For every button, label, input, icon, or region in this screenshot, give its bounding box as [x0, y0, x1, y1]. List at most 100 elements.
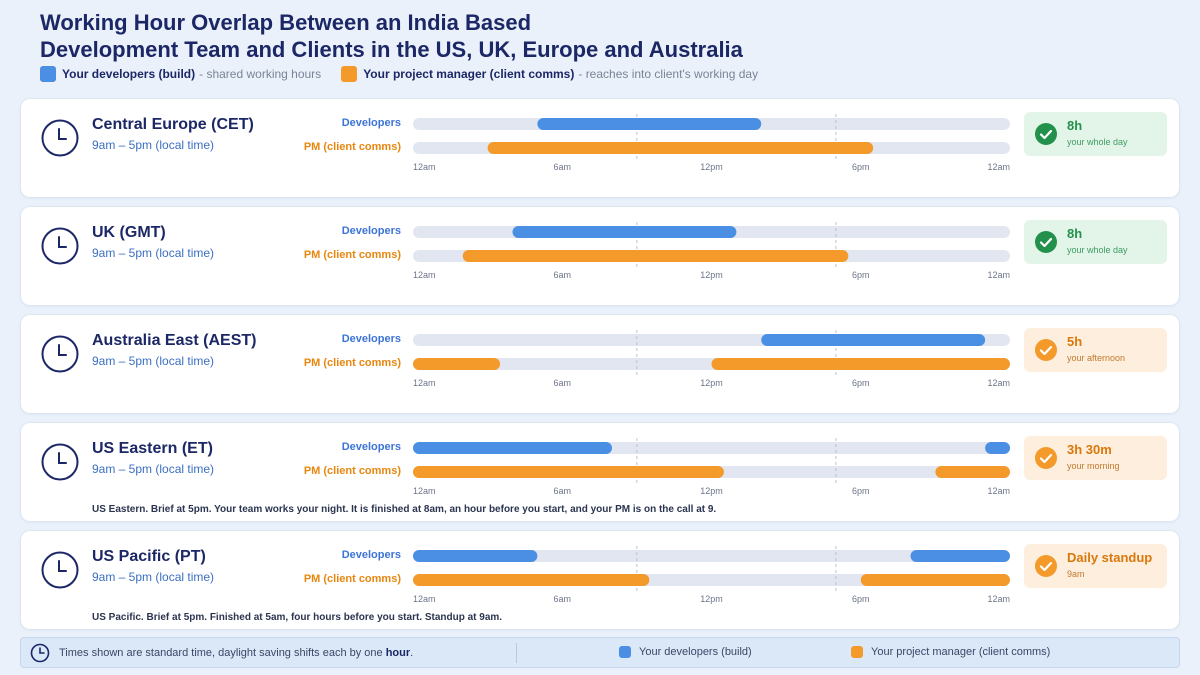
footer-divider: [516, 643, 517, 663]
tick-label: 12am: [987, 594, 1010, 604]
zone-note: US Pacific. Brief at 5pm. Finished at 5a…: [92, 612, 503, 623]
tick-label: 12pm: [700, 594, 723, 604]
legend-pm-label: Your project manager (client comms): [363, 67, 575, 81]
footer-note-bold: hour: [385, 647, 411, 659]
legend-pm-note: - reaches into client's working day: [578, 67, 759, 81]
tick-label: 12pm: [700, 162, 723, 172]
footer-note-end: .: [410, 647, 414, 659]
badge-main: 8h: [1067, 226, 1083, 241]
pm-bar: [413, 574, 650, 586]
zone-hours: 9am – 5pm (local time): [92, 462, 215, 476]
tick-label: 12am: [987, 162, 1010, 172]
badge-main: Daily standup: [1067, 550, 1153, 565]
tick-label: 6pm: [852, 270, 870, 280]
timeline-chart: 12am 6am 12pm 6pm 12am: [413, 438, 1010, 496]
chart-title-line-2: Development Team and Clients in the US, …: [40, 37, 743, 62]
footer-legend-pm-label: Your project manager (client comms): [871, 646, 1051, 658]
tick-label: 12am: [987, 378, 1010, 388]
developers-row-label: Developers: [341, 225, 401, 237]
pm-row-label: PM (client comms): [303, 573, 401, 585]
footer-legend-developers-label: Your developers (build): [639, 646, 752, 658]
tick-label: 6pm: [852, 594, 870, 604]
zone-card-central-europe-cet: 12am 6am 12pm 6pm 12am Central Europe (CET) 9a…: [20, 98, 1180, 198]
check-circle-icon: [1035, 555, 1057, 577]
footer-legend-pm-swatch: [851, 646, 863, 658]
zone-name: UK (GMT): [92, 224, 166, 241]
legend-developers-note: - shared working hours: [199, 67, 322, 81]
overlap-badge: 8h your whole day: [1024, 112, 1167, 156]
developers-bar: [413, 442, 612, 454]
tick-label: 12am: [413, 270, 436, 280]
tick-label: 6am: [553, 270, 571, 280]
developers-bar: [910, 550, 1010, 562]
zone-hours: 9am – 5pm (local time): [92, 570, 215, 584]
tick-label: 12am: [413, 378, 436, 388]
tick-label: 6pm: [852, 162, 870, 172]
developers-track: [413, 550, 1010, 562]
tick-label: 6pm: [852, 486, 870, 496]
tick-label: 6am: [553, 378, 571, 388]
timeline-chart: 12am 6am 12pm 6pm 12am: [413, 222, 1010, 280]
footer-note: Times shown are standard time, daylight …: [59, 647, 413, 659]
tick-label: 6am: [553, 162, 571, 172]
pm-row-label: PM (client comms): [303, 249, 401, 261]
zone-name: Central Europe (CET): [92, 116, 254, 133]
zone-card-australia-east-aest: 12am 6am 12pm 6pm 12am Australia East (AEST) 9…: [20, 314, 1180, 414]
timeline-chart: 12am 6am 12pm 6pm 12am: [413, 546, 1010, 604]
overlap-badge: 3h 30m your morning: [1024, 436, 1167, 480]
zone-card-us-eastern-et: 12am 6am 12pm 6pm 12am US Eastern (ET) 9am – 5…: [20, 422, 1180, 522]
tick-label: 12am: [413, 486, 436, 496]
zone-name: US Eastern (ET): [92, 440, 213, 457]
footer-legend-pm: Your project manager (client comms): [851, 646, 1050, 658]
clock-icon: [41, 443, 79, 481]
tick-label: 12am: [413, 162, 436, 172]
top-legend: Your developers (build) - shared working…: [40, 66, 778, 82]
timeline-chart: 12am 6am 12pm 6pm 12am: [413, 114, 1010, 172]
badge-main: 5h: [1067, 334, 1083, 349]
overlap-badge: 5h your afternoon: [1024, 328, 1167, 372]
check-circle-icon: [1035, 123, 1057, 145]
legend-pm: Your project manager (client comms) - re…: [341, 66, 758, 82]
pm-bar: [935, 466, 1010, 478]
zone-name: Australia East (AEST): [92, 332, 257, 349]
developers-row-label: Developers: [341, 549, 401, 561]
badge-sub: your whole day: [1067, 245, 1128, 255]
chart-title: Working Hour Overlap Between an India Ba…: [40, 9, 743, 63]
legend-developers-swatch: [40, 66, 56, 82]
tick-label: 12pm: [700, 270, 723, 280]
tick-label: 12am: [413, 594, 436, 604]
pm-bar: [860, 574, 1010, 586]
zone-hours: 9am – 5pm (local time): [92, 354, 215, 368]
developers-row-label: Developers: [341, 117, 401, 129]
tick-label: 12am: [987, 270, 1010, 280]
badge-main: 3h 30m: [1067, 442, 1112, 457]
zone-note: US Eastern. Brief at 5pm. Your team work…: [92, 504, 717, 515]
pm-bar: [413, 358, 501, 370]
developers-bar: [985, 442, 1010, 454]
footer-bar: Times shown are standard time, daylight …: [20, 637, 1180, 668]
badge-sub: 9am: [1067, 569, 1085, 579]
pm-bar: [413, 466, 724, 478]
overlap-badge: 8h your whole day: [1024, 220, 1167, 264]
developers-bar: [512, 226, 737, 238]
clock-icon: [41, 227, 79, 265]
legend-developers: Your developers (build) - shared working…: [40, 66, 321, 82]
clock-icon: [41, 335, 79, 373]
tick-label: 6am: [553, 486, 571, 496]
check-circle-icon: [1035, 231, 1057, 253]
developers-bar: [413, 550, 538, 562]
timeline-chart: 12am 6am 12pm 6pm 12am: [413, 330, 1010, 388]
pm-row-label: PM (client comms): [303, 357, 401, 369]
pm-bar: [487, 142, 874, 154]
developers-bar: [761, 334, 986, 346]
footer-note-text: Times shown are standard time, daylight …: [59, 647, 386, 659]
zone-hours: 9am – 5pm (local time): [92, 138, 215, 152]
developers-bar: [537, 118, 762, 130]
pm-bar: [462, 250, 849, 262]
pm-row-label: PM (client comms): [303, 465, 401, 477]
badge-main: 8h: [1067, 118, 1083, 133]
developers-row-label: Developers: [341, 441, 401, 453]
clock-icon: [41, 551, 79, 589]
legend-developers-label: Your developers (build): [62, 67, 196, 81]
zone-name: US Pacific (PT): [92, 548, 206, 565]
